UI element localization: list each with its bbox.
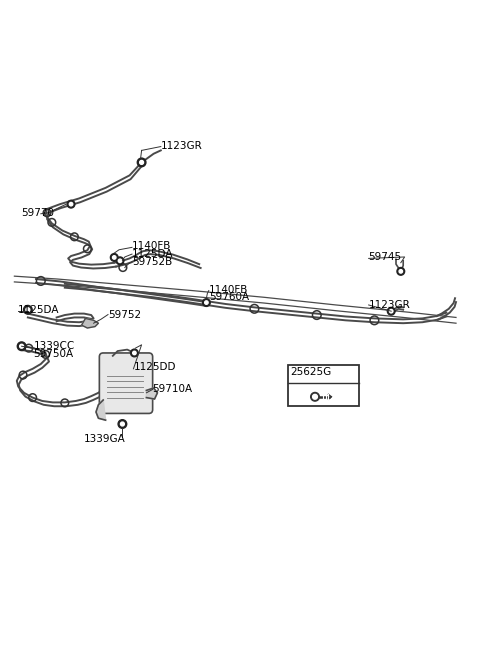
- Circle shape: [389, 310, 393, 313]
- Text: 1125DD: 1125DD: [133, 362, 176, 373]
- Circle shape: [116, 257, 124, 264]
- Circle shape: [110, 254, 118, 261]
- Bar: [288, 365, 359, 406]
- Polygon shape: [82, 318, 98, 328]
- Circle shape: [118, 420, 127, 428]
- Text: 59760A: 59760A: [209, 293, 249, 302]
- Circle shape: [69, 203, 73, 206]
- Text: 1140FB: 1140FB: [132, 241, 171, 251]
- Polygon shape: [96, 400, 106, 420]
- Text: 25625G: 25625G: [290, 367, 332, 377]
- Text: 1123GR: 1123GR: [369, 300, 410, 310]
- Polygon shape: [146, 388, 157, 399]
- Circle shape: [132, 351, 136, 355]
- Circle shape: [204, 301, 208, 304]
- Circle shape: [397, 268, 405, 276]
- Circle shape: [67, 200, 75, 208]
- Text: 59770: 59770: [22, 208, 55, 218]
- Circle shape: [387, 308, 395, 315]
- Text: 59752B: 59752B: [132, 256, 172, 267]
- Text: 1125DA: 1125DA: [18, 305, 60, 315]
- Text: 59750A: 59750A: [34, 349, 74, 359]
- Text: 59745: 59745: [369, 252, 402, 262]
- Circle shape: [203, 298, 210, 306]
- Circle shape: [312, 394, 317, 400]
- Text: 59710A: 59710A: [153, 384, 193, 394]
- Circle shape: [140, 161, 144, 165]
- Circle shape: [137, 158, 146, 167]
- FancyBboxPatch shape: [99, 353, 153, 413]
- Circle shape: [118, 259, 122, 262]
- Text: 1339CC: 1339CC: [34, 341, 75, 351]
- Circle shape: [20, 344, 24, 348]
- Text: 1123GR: 1123GR: [161, 140, 203, 151]
- Circle shape: [399, 270, 403, 273]
- Text: 1339GA: 1339GA: [84, 434, 125, 444]
- Circle shape: [311, 392, 319, 401]
- Circle shape: [112, 256, 116, 259]
- Circle shape: [24, 306, 32, 314]
- Circle shape: [17, 342, 26, 350]
- Circle shape: [26, 308, 30, 312]
- Text: 1140FB: 1140FB: [209, 285, 248, 295]
- Circle shape: [131, 349, 138, 357]
- Text: 59752: 59752: [108, 310, 141, 319]
- Text: 1125DA: 1125DA: [132, 249, 173, 258]
- Circle shape: [120, 422, 124, 426]
